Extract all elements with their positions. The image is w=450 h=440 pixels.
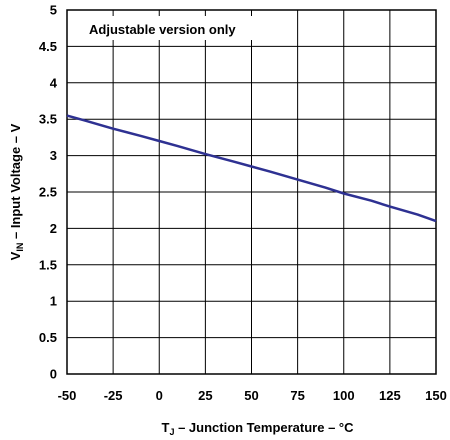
series-line [66, 114, 437, 223]
x-axis-title-sub: J [169, 427, 174, 437]
y-tick-label: 3 [50, 148, 57, 163]
x-tick-label: 75 [290, 388, 304, 403]
plot-frame [66, 9, 437, 375]
x-axis-title-main: T [161, 420, 169, 435]
x-axis-title-rest: – Junction Temperature – °C [174, 420, 354, 435]
y-tick-label: 4.5 [39, 39, 57, 54]
y-axis-title-rest: – Input Voltage – V [8, 123, 23, 242]
y-tick-label: 0.5 [39, 330, 57, 345]
y-tick-label: 2 [50, 221, 57, 236]
x-axis-title: TJ – Junction Temperature – °C [161, 420, 354, 437]
y-axis-title-main: V [8, 251, 23, 260]
x-tick-label: 100 [333, 388, 355, 403]
y-tick-labels: 0 0.5 1 1.5 2 2.5 3 3.5 4 4.5 5 [39, 3, 58, 382]
annotation-box [83, 16, 269, 40]
x-tick-label: 125 [379, 388, 401, 403]
x-tick-label: -50 [58, 388, 77, 403]
y-tick-label: 3.5 [39, 112, 57, 127]
x-tick-labels: -50 -25 0 25 50 75 100 125 150 [58, 388, 447, 403]
x-tick-label: 150 [425, 388, 447, 403]
y-tick-label: 4 [50, 75, 58, 90]
annotation-text: Adjustable version only [89, 22, 236, 37]
grid [66, 9, 437, 375]
x-tick-label: 0 [156, 388, 163, 403]
y-axis-title: VIN – Input Voltage – V [8, 123, 25, 260]
x-tick-label: -25 [104, 388, 123, 403]
x-tick-label: 50 [244, 388, 258, 403]
y-tick-label: 0 [50, 367, 57, 382]
series [66, 114, 437, 223]
y-tick-label: 5 [50, 3, 57, 18]
x-tick-label: 25 [198, 388, 212, 403]
y-tick-label: 1.5 [39, 257, 57, 272]
y-tick-label: 2.5 [39, 185, 57, 200]
y-axis-title-sub: IN [15, 243, 25, 252]
y-tick-label: 1 [50, 294, 57, 309]
